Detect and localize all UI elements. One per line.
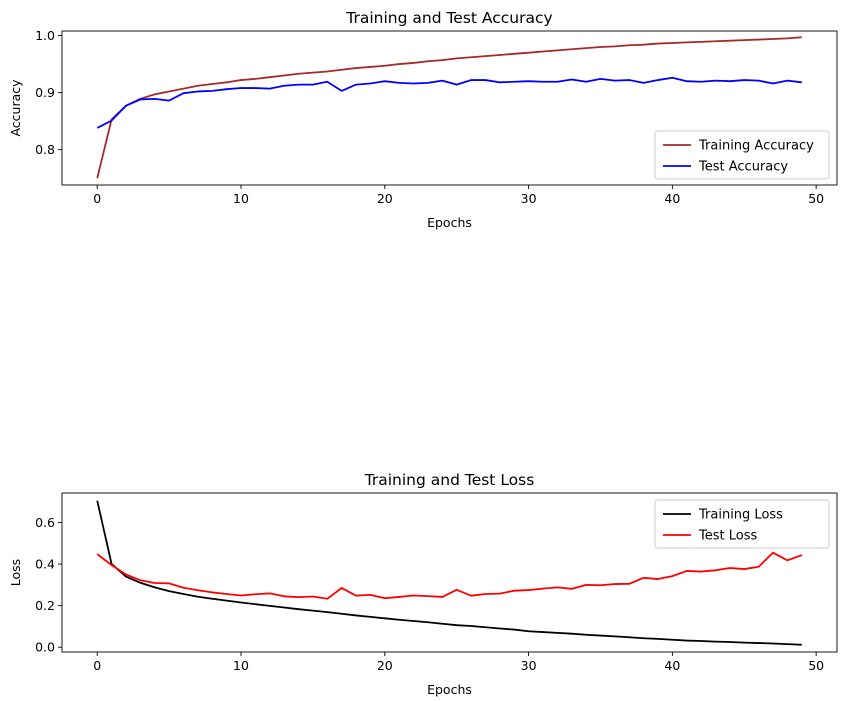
accuracy-y-axis-label: Accuracy xyxy=(8,79,23,137)
accuracy-legend-label-test-accuracy: Test Accuracy xyxy=(698,160,788,175)
loss-xtick-label: 40 xyxy=(664,658,680,673)
accuracy-chart: 0 10 20 30 40 50 0.8 0.9 1.0 Training and Test Ac… xyxy=(8,9,838,230)
accuracy-legend-label-training-accuracy: Training Accuracy xyxy=(698,139,814,154)
accuracy-xtick-label: 30 xyxy=(521,191,537,206)
accuracy-ytick-label: 1.0 xyxy=(35,28,55,43)
loss-x-axis-label: Epochs xyxy=(427,682,472,697)
accuracy-ytick-label: 0.9 xyxy=(35,85,55,100)
loss-xtick-label: 10 xyxy=(233,658,249,673)
loss-ytick-label: 0.6 xyxy=(35,515,55,530)
accuracy-xtick-label: 20 xyxy=(377,191,393,206)
accuracy-legend: Training Accuracy Test Accuracy xyxy=(654,130,830,180)
accuracy-line-test-accuracy xyxy=(96,76,802,129)
loss-y-axis-label: Loss xyxy=(8,559,23,586)
loss-chart: 0 10 20 30 40 50 0.0 0.2 0.4 0.6 Training and Test… xyxy=(8,471,838,697)
accuracy-xtick-label: 10 xyxy=(233,191,249,206)
loss-legend-label-test-loss: Test Loss xyxy=(698,529,757,544)
loss-axes-frame xyxy=(61,492,838,653)
loss-chart-title: Training and Test Loss xyxy=(364,471,535,489)
accuracy-x-axis-label: Epochs xyxy=(427,215,472,230)
loss-legend-label-training-loss: Training Loss xyxy=(698,508,783,523)
loss-ytick-label: 0.0 xyxy=(35,640,55,655)
accuracy-xtick-label: 40 xyxy=(664,191,680,206)
loss-xtick-label: 50 xyxy=(808,658,824,673)
accuracy-line-training-accuracy xyxy=(96,36,802,179)
loss-xtick-label: 30 xyxy=(521,658,537,673)
accuracy-xtick-label: 50 xyxy=(808,191,824,206)
accuracy-xtick-label: 0 xyxy=(93,191,101,206)
accuracy-ytick-label: 0.8 xyxy=(35,142,55,157)
loss-ytick-label: 0.4 xyxy=(35,557,55,572)
loss-xtick-label: 0 xyxy=(93,658,101,673)
loss-ytick-label: 0.2 xyxy=(35,598,55,613)
loss-legend: Training Loss Test Loss xyxy=(654,499,830,549)
loss-line-test-loss xyxy=(96,551,803,600)
accuracy-axes-frame xyxy=(61,30,838,186)
accuracy-chart-title: Training and Test Accuracy xyxy=(345,9,552,27)
loss-xtick-label: 20 xyxy=(377,658,393,673)
accuracy-legend-box xyxy=(654,130,830,180)
loss-line-training-loss xyxy=(96,500,802,646)
loss-legend-box xyxy=(654,499,830,549)
